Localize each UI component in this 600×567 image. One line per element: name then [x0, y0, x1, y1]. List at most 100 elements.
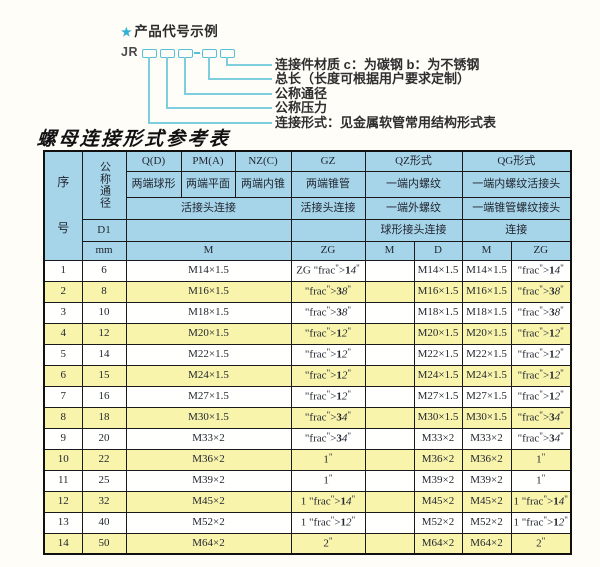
cell-qz_m — [364, 322, 415, 345]
cell-mm: 6 — [81, 259, 127, 282]
nut-connection-table: 序号 公称通径 Q(D) PM(A) NZ(C) GZ QZ形式 QG形式 两端… — [43, 150, 573, 555]
cell-mm: 10 — [81, 301, 127, 324]
cell-qz_m — [364, 469, 415, 492]
cell-qg_m: M36×2 — [461, 448, 512, 471]
header-unit-qz-m: M — [364, 240, 415, 261]
cell-mm: 18 — [81, 406, 127, 429]
cell-qz_d: M64×2 — [413, 532, 463, 555]
cell-qz_d: M33×2 — [413, 427, 463, 450]
label-nominal-diameter: 公称通径 — [275, 85, 328, 101]
cell-gz: "frac">38" — [290, 301, 366, 324]
cell-seq: 5 — [43, 343, 83, 366]
cell-gz: 1 "frac">12" — [290, 511, 366, 534]
code-box-2 — [160, 49, 175, 58]
header-seq-text: 序号 — [57, 174, 70, 235]
cell-qz_m — [364, 280, 415, 303]
header-qg-taper: 一端锥管螺纹接头 — [461, 196, 572, 220]
header-qg-connect: 连接 — [461, 218, 572, 242]
header-nominal-diameter: 公称通径 — [81, 150, 127, 220]
connector-line — [226, 57, 228, 64]
code-box-1 — [142, 49, 157, 58]
cell-qz_d: M45×2 — [413, 490, 463, 513]
cell-mm: 22 — [81, 448, 127, 471]
cell-qg_zg: "frac">12" — [510, 322, 572, 345]
cell-m: M14×1.5 — [125, 259, 292, 282]
cell-qg_zg: 1" — [510, 448, 572, 471]
cell-gz: "frac">12" — [290, 364, 366, 387]
table-row: 1 6 M14×1.5 ZG "frac">14" M14×1.5 M14×1.5 "fra… — [43, 259, 572, 282]
cell-qz_m — [364, 259, 415, 282]
table-header: 序号 公称通径 Q(D) PM(A) NZ(C) GZ QZ形式 QG形式 两端… — [43, 150, 572, 261]
header-qd-desc: 两端球形 — [125, 170, 182, 198]
table-row: 2 8 M16×1.5 "frac">38" M16×1.5 M16×1.5 "frac">… — [43, 280, 572, 303]
header-qz-desc: 一端内螺纹 — [364, 170, 463, 198]
cell-qg_m: M16×1.5 — [461, 280, 512, 303]
cell-qz_m — [364, 343, 415, 366]
connector-line — [208, 57, 210, 78]
cell-m: M16×1.5 — [125, 280, 292, 303]
cell-mm: 50 — [81, 532, 127, 555]
cell-gz: "frac">38" — [290, 280, 366, 303]
code-box-3 — [178, 49, 193, 58]
cell-qg_zg: 1" — [510, 469, 572, 492]
cell-gz: 2" — [290, 532, 366, 555]
cell-gz: "frac">34" — [290, 427, 366, 450]
header-blank-gz — [290, 218, 366, 242]
table-row: 7 16 M27×1.5 "frac">12" M27×1.5 M27×1.5 "frac"… — [43, 385, 572, 408]
cell-qz_m — [364, 385, 415, 408]
cell-seq: 9 — [43, 427, 83, 450]
cell-qg_m: M18×1.5 — [461, 301, 512, 324]
cell-seq: 7 — [43, 385, 83, 408]
connector-line — [184, 93, 272, 95]
cell-mm: 16 — [81, 385, 127, 408]
product-code-heading-text: 产品代号示例 — [134, 24, 219, 39]
cell-qz_m — [364, 532, 415, 555]
header-unit-m: M — [125, 240, 292, 261]
table-row: 5 14 M22×1.5 "frac">12" M22×1.5 M22×1.5 "frac"… — [43, 343, 572, 366]
cell-m: M30×1.5 — [125, 406, 292, 429]
header-group-nzc: NZ(C) — [234, 150, 292, 172]
cell-mm: 20 — [81, 427, 127, 450]
cell-mm: 14 — [81, 343, 127, 366]
cell-gz: 1" — [290, 469, 366, 492]
cell-qg_zg: "frac">34" — [510, 427, 572, 450]
cell-qg_zg: 1 "frac">14" — [510, 490, 572, 513]
connector-line — [208, 78, 272, 80]
cell-qz_m — [364, 427, 415, 450]
cell-qz_d: M18×1.5 — [413, 301, 463, 324]
header-qz-external: 一端外螺纹 — [364, 196, 463, 220]
cell-qg_m: M52×2 — [461, 511, 512, 534]
cell-qz_d: M27×1.5 — [413, 385, 463, 408]
connector-line — [148, 57, 150, 122]
code-prefix: JR — [121, 45, 138, 59]
cell-qg_m: M27×1.5 — [461, 385, 512, 408]
cell-qg_m: M22×1.5 — [461, 343, 512, 366]
code-box-4 — [202, 49, 217, 58]
cell-qz_d: M22×1.5 — [413, 343, 463, 366]
cell-qg_zg: "frac">12" — [510, 343, 572, 366]
table-row: 12 32 M45×2 1 "frac">14" M45×2 M45×2 1 "frac">… — [43, 490, 572, 513]
cell-m: M20×1.5 — [125, 322, 292, 345]
table-row: 6 15 M24×1.5 "frac">12" M24×1.5 M24×1.5 "frac"… — [43, 364, 572, 387]
cell-seq: 10 — [43, 448, 83, 471]
cell-m: M33×2 — [125, 427, 292, 450]
cell-m: M24×1.5 — [125, 364, 292, 387]
cell-seq: 6 — [43, 364, 83, 387]
table-row: 13 40 M52×2 1 "frac">12" M52×2 M52×2 1 "frac">… — [43, 511, 572, 534]
header-group-qd: Q(D) — [125, 150, 182, 172]
cell-qz_d: M36×2 — [413, 448, 463, 471]
cell-qg_m: M64×2 — [461, 532, 512, 555]
cell-m: M36×2 — [125, 448, 292, 471]
cell-qg_zg: 1 "frac">12" — [510, 511, 572, 534]
table-row: 4 12 M20×1.5 "frac">12" M20×1.5 M20×1.5 "frac"… — [43, 322, 572, 345]
cell-gz: "frac">34" — [290, 406, 366, 429]
header-unit-qz-d: D — [413, 240, 463, 261]
cell-qg_zg: "frac">12" — [510, 364, 572, 387]
cell-qg_m: M33×2 — [461, 427, 512, 450]
header-gz-desc: 两端锥管 — [290, 170, 366, 198]
cell-gz: 1 "frac">14" — [290, 490, 366, 513]
cell-qz_m — [364, 490, 415, 513]
cell-m: M22×1.5 — [125, 343, 292, 366]
cell-qg_zg: 2" — [510, 532, 572, 555]
